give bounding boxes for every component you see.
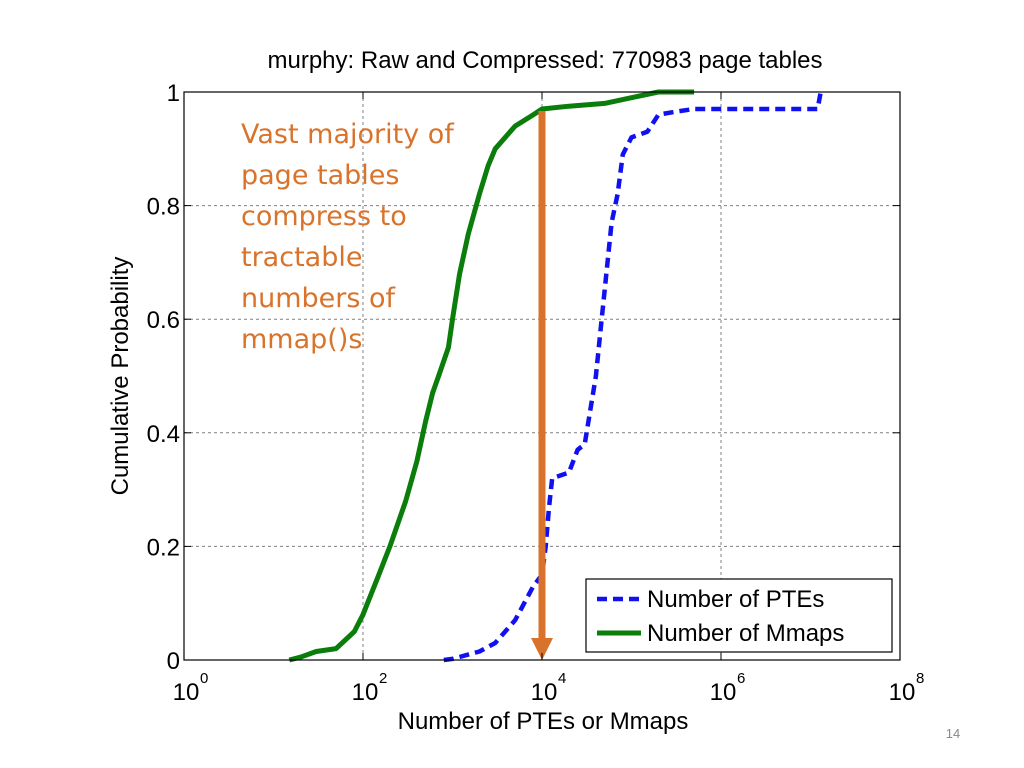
annotation-line: page tables <box>241 160 399 191</box>
annotation-line: numbers of <box>241 283 397 314</box>
legend-label-mmaps: Number of Mmaps <box>647 620 844 647</box>
series-line-ptes <box>443 91 823 663</box>
annotation-arrow-head <box>531 638 553 660</box>
annotation-layer: Vast majority of page tables compress to tr… <box>241 111 553 660</box>
x-tick-exponent: 2 <box>379 670 387 687</box>
y-tick-label: 0.6 <box>147 307 180 334</box>
series-layer <box>288 89 823 663</box>
annotation-line: mmap()s <box>241 324 362 355</box>
series-line-mmaps <box>288 89 695 663</box>
chart-title: murphy: Raw and Compressed: 770983 page … <box>268 47 823 74</box>
x-tick-exponent: 0 <box>200 670 208 687</box>
y-tick-label: 0.4 <box>147 421 180 448</box>
x-tick-label: 10 <box>710 679 737 706</box>
y-tick-label: 1 <box>167 80 180 107</box>
x-tick-label: 10 <box>352 679 379 706</box>
x-tick-exponent: 6 <box>737 670 745 687</box>
x-tick-label: 10 <box>889 679 916 706</box>
y-tick-label: 0.2 <box>147 534 180 561</box>
annotation-line: compress to <box>241 201 407 232</box>
x-tick-exponent: 4 <box>558 670 566 687</box>
annotation-text: Vast majority of page tables compress to tr… <box>241 119 455 355</box>
y-axis-label: Cumulative Probability <box>107 257 134 496</box>
x-axis-label: Number of PTEs or Mmaps <box>398 708 689 735</box>
x-tick-label: 10 <box>531 679 558 706</box>
legend: Number of PTEs Number of Mmaps <box>585 578 893 653</box>
y-tick-label: 0 <box>167 648 180 675</box>
x-tick-exponent: 8 <box>916 670 924 687</box>
annotation-line: tractable <box>241 242 362 273</box>
page-number: 14 <box>945 726 961 741</box>
y-tick-label: 0.8 <box>147 194 180 221</box>
legend-box <box>585 578 893 653</box>
x-tick-label: 10 <box>173 679 200 706</box>
annotation-line: Vast majority of <box>241 119 455 150</box>
legend-label-ptes: Number of PTEs <box>647 586 824 613</box>
